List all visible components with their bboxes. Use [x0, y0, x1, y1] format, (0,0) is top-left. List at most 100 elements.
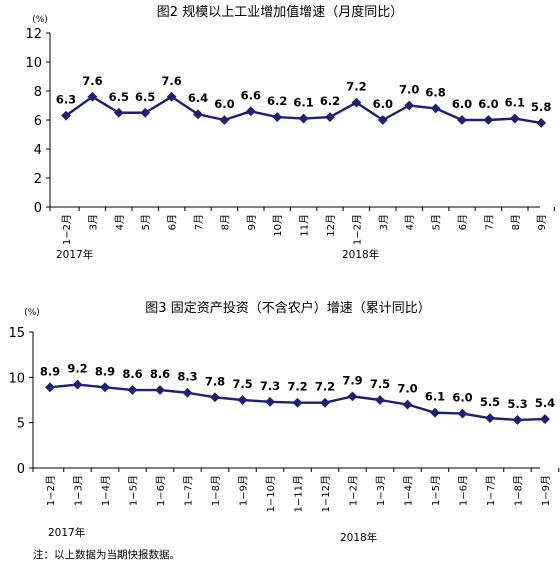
chart2-x-tick-label: 12月 [325, 214, 337, 237]
chart2-data-point [325, 112, 335, 123]
chart3-x-tick-label: 1−3月 [375, 475, 387, 506]
chart2-data-point [87, 91, 98, 102]
chart3-y-tick-label: 0 [17, 462, 25, 477]
chart2-data-label: 6.6 [241, 88, 261, 102]
chart3-data-point [402, 399, 413, 410]
chart2-y-tick-label: 4 [34, 143, 42, 158]
chart3-data-point [182, 387, 193, 398]
chart3-title: 图3 固定资产投资（不含农户）增速（累计同比） [145, 300, 430, 316]
chart2-data-label: 6.3 [56, 93, 76, 107]
chart3-x-tick-label: 1−6月 [458, 475, 470, 506]
chart2-y-tick-label: 2 [34, 172, 42, 187]
chart3-data-point [540, 414, 550, 424]
chart3-data-label: 7.5 [370, 377, 390, 391]
chart3-unit: (%) [24, 308, 40, 318]
chart2-y-tick-label: 8 [34, 85, 42, 100]
chart2-data-label: 6.0 [452, 97, 472, 111]
chart2-data-label: 6.2 [267, 94, 287, 108]
chart2-data-label: 6.1 [505, 96, 525, 110]
chart3-data-label: 9.2 [67, 362, 87, 376]
chart3-data-point [485, 413, 495, 424]
chart2-x-tick-label: 3月 [378, 214, 390, 230]
chart3-y-tick-label: 5 [17, 417, 25, 432]
chart2-year-label: 2017年 [56, 248, 93, 261]
chart3-data-point [430, 407, 440, 418]
chart3-x-tick-label: 1−11月 [293, 475, 305, 512]
footnote: 注：以上数据为当期快报数据。 [33, 549, 180, 561]
chart3-data-point [155, 385, 165, 395]
chart2-data-label: 6.0 [373, 97, 393, 111]
chart3-data-point [265, 396, 275, 407]
chart3-data-label: 5.3 [507, 397, 527, 411]
chart2-data-label: 6.4 [188, 91, 208, 105]
chart3-data-label: 6.1 [425, 390, 445, 404]
chart3-data-label: 5.5 [480, 395, 500, 409]
chart2-data-point [483, 115, 494, 125]
chart3-year-label: 2017年 [48, 526, 85, 539]
chart3-x-tick-label: 1−8月 [210, 475, 222, 506]
chart2-x-tick-label: 10月 [272, 214, 284, 237]
chart3-x-tick-label: 1−2月 [348, 475, 360, 506]
chart2-x-tick-label: 8月 [510, 214, 522, 230]
chart2-data-label: 6.0 [214, 97, 234, 111]
chart3-data-point [347, 391, 358, 402]
chart2-y-tick-label: 0 [34, 201, 42, 216]
chart2-y-tick-label: 10 [25, 56, 42, 71]
chart2-data-label: 6.8 [425, 85, 445, 99]
chart3-data-point [100, 382, 110, 393]
chart2-x-tick-label: 4月 [404, 214, 416, 230]
chart2-x-tick-label: 6月 [457, 214, 469, 230]
chart2-data-point [61, 110, 71, 121]
chart2-x-tick-label: 4月 [114, 214, 126, 230]
chart2-data-label: 7.6 [161, 74, 181, 88]
chart2-y-tick-label: 12 [25, 27, 42, 42]
chart3-x-tick-label: 1−6月 [155, 475, 167, 506]
chart3-y-tick-label: 15 [8, 326, 25, 341]
chart2-data-label: 5.8 [531, 100, 551, 114]
chart3-data-point [320, 397, 330, 408]
chart2-data-point [430, 103, 441, 114]
chart3-x-tick-label: 1−7月 [485, 475, 497, 506]
chart3-x-tick-label: 1−4月 [100, 475, 112, 506]
chart3-data-label: 8.9 [95, 364, 115, 378]
chart3-year-label: 2018年 [340, 531, 377, 544]
chart2-title: 图2 规模以上工业增加值增速（月度同比） [157, 4, 403, 20]
chart3-data-point [375, 395, 385, 405]
chart3-data-point [237, 395, 248, 405]
chart3-data-label: 5.4 [535, 396, 555, 410]
chart3-x-tick-label: 1−8月 [513, 475, 525, 506]
chart3-x-tick-label: 1−7月 [183, 475, 195, 506]
chart2-data-label: 6.0 [478, 97, 498, 111]
chart3-data-label: 8.9 [40, 364, 60, 378]
chart3-x-tick-label: 1−5月 [128, 475, 140, 506]
chart3-x-tick-label: 1−2月 [45, 475, 57, 506]
chart2-year-label: 2018年 [342, 248, 379, 261]
chart3-data-label: 6.0 [452, 391, 472, 405]
chart2-data-point [377, 115, 388, 125]
chart2-data-point [219, 115, 230, 125]
chart3-x-tick-label: 1−9月 [238, 475, 250, 506]
chart2-data-label: 6.2 [320, 94, 340, 108]
chart2-x-tick-label: 5月 [140, 214, 152, 230]
chart3-data-point [45, 382, 55, 393]
chart2-data-point [166, 91, 177, 102]
chart2-x-tick-label: 5月 [431, 214, 443, 230]
chart2-unit: (%) [32, 15, 48, 25]
chart2-data-point [272, 112, 283, 123]
chart3-x-tick-label: 1−12月 [320, 475, 332, 512]
chart3-data-label: 8.6 [150, 367, 170, 381]
chart2-y-tick-label: 6 [34, 114, 42, 129]
chart2-data-label: 6.5 [109, 90, 129, 104]
chart3-data-label: 8.6 [122, 367, 142, 381]
chart2-x-tick-label: 9月 [246, 214, 258, 230]
chart3-data-point [457, 408, 468, 419]
chart2-data-point [140, 107, 151, 118]
chart2-x-tick-label: 7月 [483, 214, 495, 230]
chart2-x-tick-label: 1−2月 [61, 214, 73, 245]
chart3-data-label: 7.9 [342, 373, 362, 387]
chart3-data-point [127, 385, 138, 395]
chart2-data-label: 7.0 [399, 83, 419, 97]
chart3-data-point [210, 392, 220, 403]
chart3-y-tick-label: 10 [8, 371, 25, 386]
